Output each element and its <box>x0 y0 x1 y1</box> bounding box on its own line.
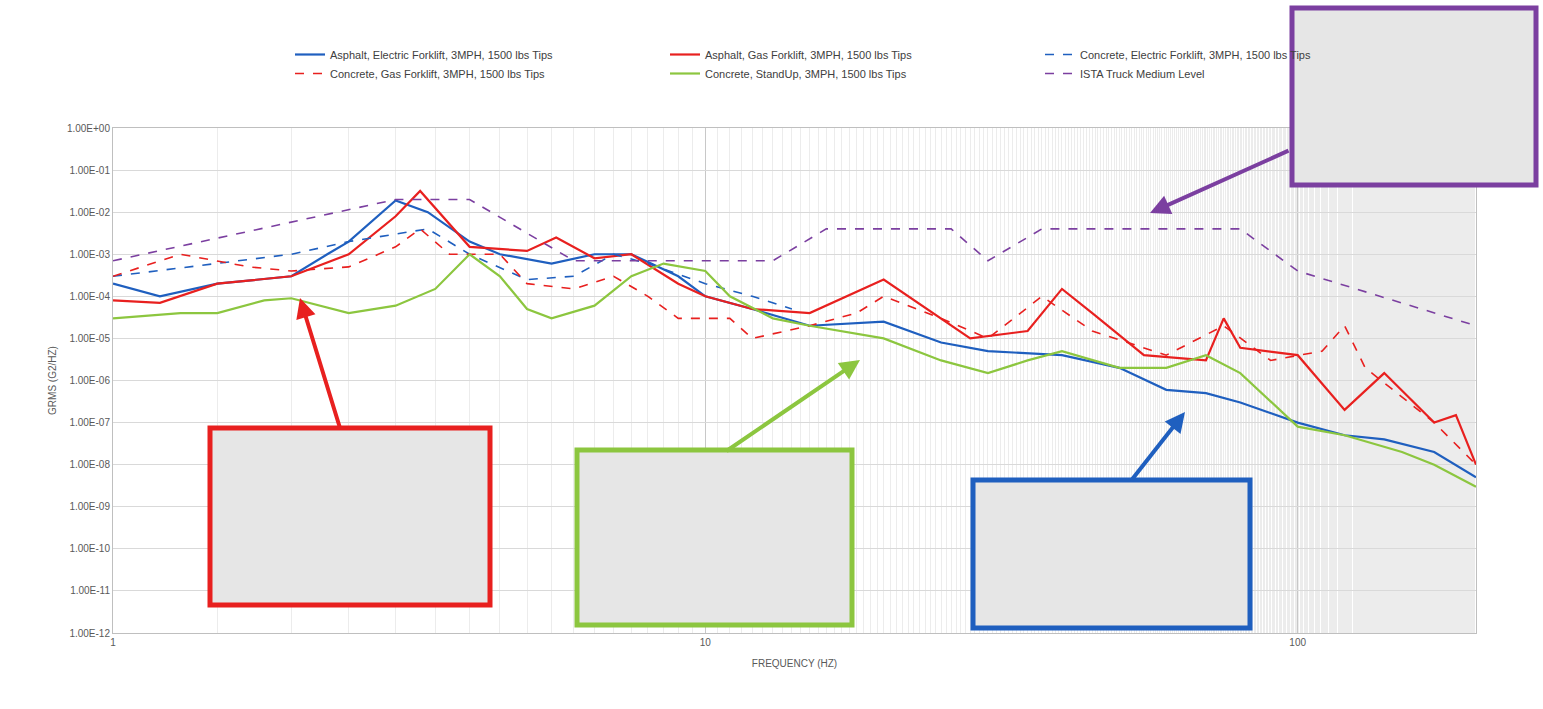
svg-text:100: 100 <box>1289 637 1306 648</box>
svg-text:1.00E-07: 1.00E-07 <box>69 417 110 428</box>
svg-text:1.00E-09: 1.00E-09 <box>69 501 110 512</box>
svg-text:1.00E-10: 1.00E-10 <box>69 543 110 554</box>
svg-text:Concrete, StandUp, 3MPH, 1500: Concrete, StandUp, 3MPH, 1500 lbs Tips <box>705 68 907 80</box>
svg-text:1.00E-01: 1.00E-01 <box>69 165 110 176</box>
svg-text:Concrete, Electric Forklift, 3: Concrete, Electric Forklift, 3MPH, 1500 … <box>1080 49 1311 61</box>
svg-text:GRMS (G2/HZ): GRMS (G2/HZ) <box>47 346 58 415</box>
svg-text:Asphalt, Electric Forklift, 3M: Asphalt, Electric Forklift, 3MPH, 1500 l… <box>330 49 553 61</box>
svg-text:Concrete, Gas Forklift, 3MPH,: Concrete, Gas Forklift, 3MPH, 1500 lbs T… <box>330 68 545 80</box>
svg-text:FREQUENCY (HZ): FREQUENCY (HZ) <box>752 658 837 669</box>
svg-text:10: 10 <box>700 637 712 648</box>
svg-text:1.00E-12: 1.00E-12 <box>69 628 110 639</box>
svg-text:1.00E-11: 1.00E-11 <box>70 585 110 596</box>
svg-text:1.00E+00: 1.00E+00 <box>67 123 111 134</box>
svg-text:1.00E-02: 1.00E-02 <box>69 207 110 218</box>
svg-text:1: 1 <box>110 637 116 648</box>
svg-text:Asphalt, Gas Forklift, 3MPH, 1: Asphalt, Gas Forklift, 3MPH, 1500 lbs Ti… <box>705 49 912 61</box>
svg-text:ISTA Truck Medium Level: ISTA Truck Medium Level <box>1080 68 1205 80</box>
svg-text:1.00E-03: 1.00E-03 <box>69 249 110 260</box>
svg-text:1.00E-05: 1.00E-05 <box>69 333 110 344</box>
svg-text:1.00E-08: 1.00E-08 <box>69 459 110 470</box>
svg-text:1.00E-06: 1.00E-06 <box>69 375 110 386</box>
svg-text:1.00E-04: 1.00E-04 <box>69 291 110 302</box>
